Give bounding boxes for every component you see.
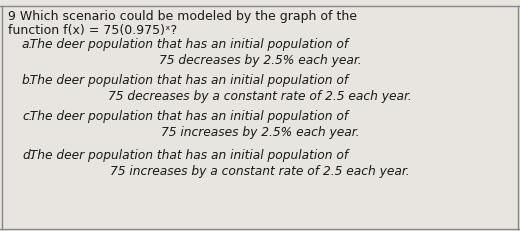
Text: d.: d. xyxy=(22,149,34,162)
Text: 75 increases by 2.5% each year.: 75 increases by 2.5% each year. xyxy=(161,126,359,139)
Text: function f(x) = 75(0.975)ˣ?: function f(x) = 75(0.975)ˣ? xyxy=(8,24,177,37)
Text: 75 decreases by a constant rate of 2.5 each year.: 75 decreases by a constant rate of 2.5 e… xyxy=(108,90,412,103)
Text: The deer population that has an initial population of: The deer population that has an initial … xyxy=(22,38,348,51)
Text: b.: b. xyxy=(22,74,34,87)
Text: 75 decreases by 2.5% each year.: 75 decreases by 2.5% each year. xyxy=(159,54,361,67)
Text: The deer population that has an initial population of: The deer population that has an initial … xyxy=(22,110,348,123)
Text: 75 increases by a constant rate of 2.5 each year.: 75 increases by a constant rate of 2.5 e… xyxy=(110,165,410,178)
Text: a.: a. xyxy=(22,38,33,51)
Text: c.: c. xyxy=(22,110,33,123)
Text: The deer population that has an initial population of: The deer population that has an initial … xyxy=(22,149,348,162)
Text: The deer population that has an initial population of: The deer population that has an initial … xyxy=(22,74,348,87)
Text: 9 Which scenario could be modeled by the graph of the: 9 Which scenario could be modeled by the… xyxy=(8,10,357,23)
